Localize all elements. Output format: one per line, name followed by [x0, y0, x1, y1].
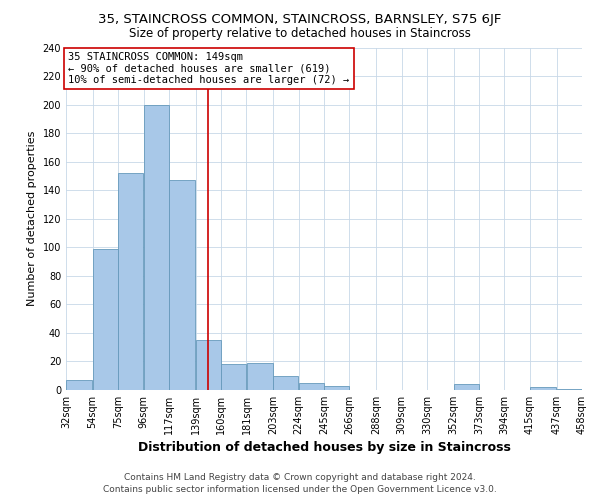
Bar — [93, 248, 118, 390]
Bar — [247, 363, 273, 390]
Bar — [196, 340, 221, 390]
Text: 35, STAINCROSS COMMON, STAINCROSS, BARNSLEY, S75 6JF: 35, STAINCROSS COMMON, STAINCROSS, BARNS… — [98, 12, 502, 26]
Bar — [221, 364, 246, 390]
Bar — [118, 173, 143, 390]
Bar — [67, 380, 92, 390]
Bar — [274, 376, 298, 390]
Bar — [299, 383, 323, 390]
Bar — [454, 384, 479, 390]
X-axis label: Distribution of detached houses by size in Staincross: Distribution of detached houses by size … — [137, 441, 511, 454]
Text: Size of property relative to detached houses in Staincross: Size of property relative to detached ho… — [129, 28, 471, 40]
Bar — [530, 387, 556, 390]
Text: 35 STAINCROSS COMMON: 149sqm
← 90% of detached houses are smaller (619)
10% of s: 35 STAINCROSS COMMON: 149sqm ← 90% of de… — [68, 52, 350, 85]
Y-axis label: Number of detached properties: Number of detached properties — [27, 131, 37, 306]
Bar — [144, 104, 169, 390]
Bar — [557, 388, 581, 390]
Bar — [169, 180, 196, 390]
Bar — [325, 386, 349, 390]
Text: Contains HM Land Registry data © Crown copyright and database right 2024.
Contai: Contains HM Land Registry data © Crown c… — [103, 472, 497, 494]
